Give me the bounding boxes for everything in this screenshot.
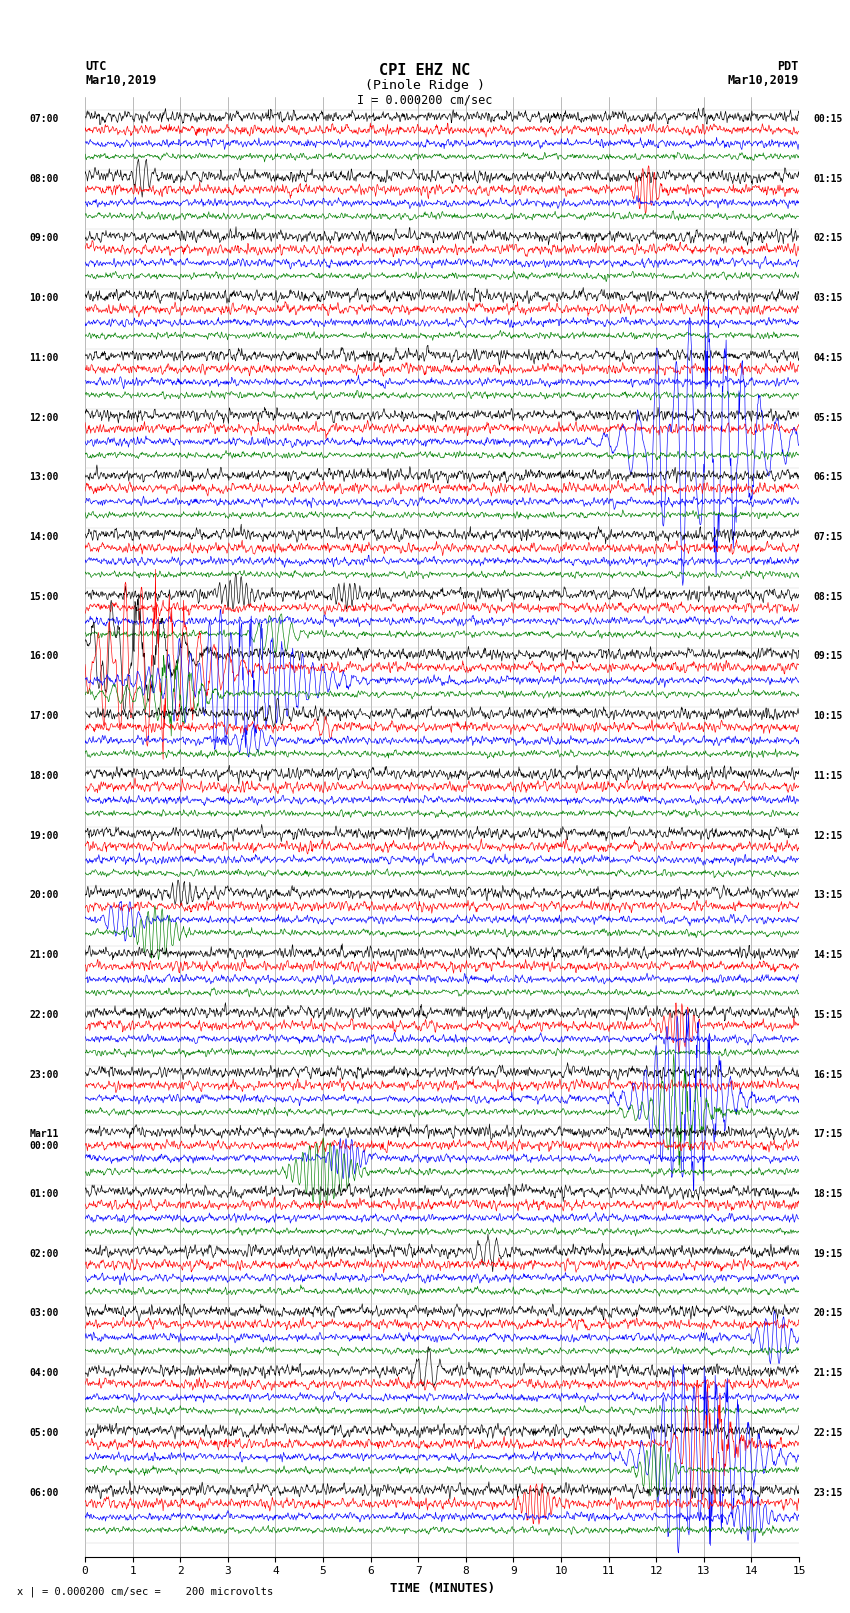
Text: 09:15: 09:15 xyxy=(813,652,842,661)
Text: 12:00: 12:00 xyxy=(30,413,59,423)
Text: 23:00: 23:00 xyxy=(30,1069,59,1079)
Text: 18:00: 18:00 xyxy=(30,771,59,781)
Text: 21:00: 21:00 xyxy=(30,950,59,960)
X-axis label: TIME (MINUTES): TIME (MINUTES) xyxy=(389,1582,495,1595)
Text: 16:00: 16:00 xyxy=(30,652,59,661)
Text: 15:00: 15:00 xyxy=(30,592,59,602)
Text: 05:15: 05:15 xyxy=(813,413,842,423)
Text: 13:15: 13:15 xyxy=(813,890,842,900)
Text: 12:15: 12:15 xyxy=(813,831,842,840)
Text: 18:15: 18:15 xyxy=(813,1189,842,1198)
Text: 17:00: 17:00 xyxy=(30,711,59,721)
Text: PDT: PDT xyxy=(778,60,799,73)
Text: 01:00: 01:00 xyxy=(30,1189,59,1198)
Text: 05:00: 05:00 xyxy=(30,1428,59,1437)
Text: 06:15: 06:15 xyxy=(813,473,842,482)
Text: 15:15: 15:15 xyxy=(813,1010,842,1019)
Text: 09:00: 09:00 xyxy=(30,234,59,244)
Text: 17:15: 17:15 xyxy=(813,1129,842,1139)
Text: 20:00: 20:00 xyxy=(30,890,59,900)
Text: 11:15: 11:15 xyxy=(813,771,842,781)
Text: 10:15: 10:15 xyxy=(813,711,842,721)
Text: 07:15: 07:15 xyxy=(813,532,842,542)
Text: 20:15: 20:15 xyxy=(813,1308,842,1318)
Text: 04:15: 04:15 xyxy=(813,353,842,363)
Text: 22:00: 22:00 xyxy=(30,1010,59,1019)
Text: x | = 0.000200 cm/sec =    200 microvolts: x | = 0.000200 cm/sec = 200 microvolts xyxy=(17,1586,273,1597)
Text: 14:00: 14:00 xyxy=(30,532,59,542)
Text: 01:15: 01:15 xyxy=(813,174,842,184)
Text: Mar10,2019: Mar10,2019 xyxy=(728,74,799,87)
Text: 19:00: 19:00 xyxy=(30,831,59,840)
Text: 13:00: 13:00 xyxy=(30,473,59,482)
Text: 16:15: 16:15 xyxy=(813,1069,842,1079)
Text: 03:15: 03:15 xyxy=(813,294,842,303)
Text: Mar11
00:00: Mar11 00:00 xyxy=(30,1129,59,1150)
Text: 02:00: 02:00 xyxy=(30,1248,59,1258)
Text: 22:15: 22:15 xyxy=(813,1428,842,1437)
Text: 07:00: 07:00 xyxy=(30,115,59,124)
Text: 21:15: 21:15 xyxy=(813,1368,842,1378)
Text: 02:15: 02:15 xyxy=(813,234,842,244)
Text: CPI EHZ NC: CPI EHZ NC xyxy=(379,63,471,79)
Text: 00:15: 00:15 xyxy=(813,115,842,124)
Text: I = 0.000200 cm/sec: I = 0.000200 cm/sec xyxy=(357,94,493,106)
Text: (Pinole Ridge ): (Pinole Ridge ) xyxy=(365,79,485,92)
Text: Mar10,2019: Mar10,2019 xyxy=(85,74,156,87)
Text: 23:15: 23:15 xyxy=(813,1487,842,1497)
Text: 14:15: 14:15 xyxy=(813,950,842,960)
Text: 03:00: 03:00 xyxy=(30,1308,59,1318)
Text: 19:15: 19:15 xyxy=(813,1248,842,1258)
Text: 08:00: 08:00 xyxy=(30,174,59,184)
Text: UTC: UTC xyxy=(85,60,106,73)
Text: 04:00: 04:00 xyxy=(30,1368,59,1378)
Text: 11:00: 11:00 xyxy=(30,353,59,363)
Text: 10:00: 10:00 xyxy=(30,294,59,303)
Text: 08:15: 08:15 xyxy=(813,592,842,602)
Text: 06:00: 06:00 xyxy=(30,1487,59,1497)
